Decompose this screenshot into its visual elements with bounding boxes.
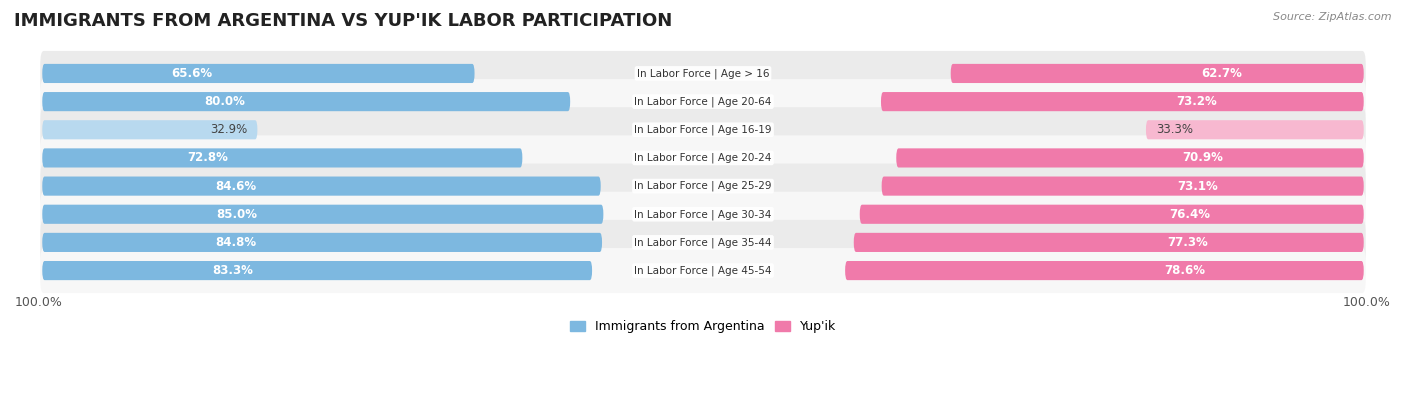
FancyBboxPatch shape (42, 177, 600, 196)
Text: 85.0%: 85.0% (217, 208, 257, 221)
Text: 65.6%: 65.6% (172, 67, 212, 80)
Text: Source: ZipAtlas.com: Source: ZipAtlas.com (1274, 12, 1392, 22)
Text: In Labor Force | Age 20-24: In Labor Force | Age 20-24 (634, 153, 772, 163)
Text: 84.8%: 84.8% (215, 236, 256, 249)
Text: In Labor Force | Age 16-19: In Labor Force | Age 16-19 (634, 124, 772, 135)
FancyBboxPatch shape (882, 92, 1364, 111)
Text: In Labor Force | Age 25-29: In Labor Force | Age 25-29 (634, 181, 772, 191)
Text: In Labor Force | Age 45-54: In Labor Force | Age 45-54 (634, 265, 772, 276)
FancyBboxPatch shape (42, 261, 592, 280)
FancyBboxPatch shape (41, 107, 1365, 152)
FancyBboxPatch shape (42, 120, 257, 139)
Text: In Labor Force | Age 20-64: In Labor Force | Age 20-64 (634, 96, 772, 107)
FancyBboxPatch shape (896, 149, 1364, 167)
FancyBboxPatch shape (42, 205, 603, 224)
FancyBboxPatch shape (845, 261, 1364, 280)
FancyBboxPatch shape (41, 220, 1365, 265)
Text: 78.6%: 78.6% (1164, 264, 1205, 277)
FancyBboxPatch shape (882, 177, 1364, 196)
FancyBboxPatch shape (859, 205, 1364, 224)
FancyBboxPatch shape (41, 192, 1365, 237)
Text: IMMIGRANTS FROM ARGENTINA VS YUP'IK LABOR PARTICIPATION: IMMIGRANTS FROM ARGENTINA VS YUP'IK LABO… (14, 12, 672, 30)
FancyBboxPatch shape (950, 64, 1364, 83)
Text: In Labor Force | Age 30-34: In Labor Force | Age 30-34 (634, 209, 772, 220)
FancyBboxPatch shape (1146, 120, 1364, 139)
FancyBboxPatch shape (41, 164, 1365, 209)
FancyBboxPatch shape (853, 233, 1364, 252)
Text: 72.8%: 72.8% (188, 151, 229, 164)
Text: 62.7%: 62.7% (1201, 67, 1241, 80)
Text: 83.3%: 83.3% (212, 264, 253, 277)
Text: 76.4%: 76.4% (1168, 208, 1211, 221)
FancyBboxPatch shape (42, 233, 602, 252)
Text: 77.3%: 77.3% (1167, 236, 1208, 249)
FancyBboxPatch shape (42, 149, 523, 167)
Text: 84.6%: 84.6% (215, 180, 256, 193)
FancyBboxPatch shape (41, 135, 1365, 181)
Text: 70.9%: 70.9% (1182, 151, 1223, 164)
Text: 73.1%: 73.1% (1177, 180, 1218, 193)
Text: 80.0%: 80.0% (204, 95, 245, 108)
FancyBboxPatch shape (41, 79, 1365, 124)
FancyBboxPatch shape (41, 51, 1365, 96)
Text: 33.3%: 33.3% (1156, 123, 1192, 136)
Legend: Immigrants from Argentina, Yup'ik: Immigrants from Argentina, Yup'ik (565, 315, 841, 338)
Text: 32.9%: 32.9% (211, 123, 247, 136)
FancyBboxPatch shape (42, 64, 475, 83)
FancyBboxPatch shape (42, 92, 571, 111)
FancyBboxPatch shape (41, 248, 1365, 293)
Text: 73.2%: 73.2% (1177, 95, 1218, 108)
Text: In Labor Force | Age 35-44: In Labor Force | Age 35-44 (634, 237, 772, 248)
Text: In Labor Force | Age > 16: In Labor Force | Age > 16 (637, 68, 769, 79)
